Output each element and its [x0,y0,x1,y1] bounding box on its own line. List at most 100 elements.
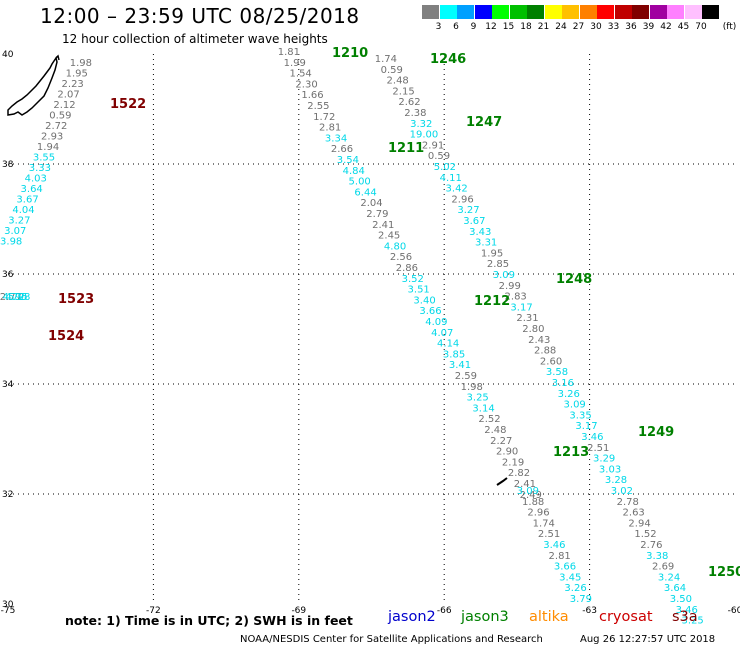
wave-height-value: 3.98 [0,237,22,248]
pass-label: 1523 [58,292,94,307]
wave-height-value: 3.03 [599,464,621,475]
wave-height-value: 3.40 [413,295,435,306]
wave-height-value: 3.54 [337,155,359,166]
wave-height-value: 3.17 [510,302,532,313]
legend-label: 18 [520,22,532,32]
wave-height-value: 2.15 [392,86,414,97]
wave-height-value: 0.59 [381,65,403,76]
wave-height-value: 2.86 [396,263,418,274]
wave-height-value: 3.32 [410,119,432,130]
wave-height-value: 1.94 [37,142,59,153]
wave-height-value: 3.16 [552,378,574,389]
lat-tick-label: 36 [2,270,14,280]
lon-tick-label: -69 [291,606,306,616]
wave-height-value: 2.72 [45,121,67,132]
page-title: 12:00 – 23:59 UTC 08/25/2018 [40,4,360,28]
wave-height-value: 2.69 [652,562,674,573]
wave-height-value: 2.79 [366,209,388,220]
wave-height-value: 3.85 [443,349,465,360]
wave-height-value: 2.45 [378,231,400,242]
wave-height-value: 0.59 [428,151,450,162]
lon-tick-label: -75 [1,606,16,616]
wave-height-value: 3.38 [646,551,668,562]
wave-height-value: 3.50 [670,594,692,605]
wave-height-value: 2.96 [451,194,473,205]
wave-height-value: 2.99 [499,281,521,292]
legend-label: 9 [470,22,477,32]
wave-height-value: 2.59 [455,371,477,382]
wave-height-value: 4.04 [12,205,34,216]
wave-height-value: 3.55 [33,153,55,164]
wave-height-value: 3.24 [658,572,680,583]
wave-height-value: 2.23 [62,79,84,90]
mission-jason2: jason2 [388,609,436,625]
page-subtitle: 12 hour collection of altimeter wave hei… [62,32,328,46]
legend-swatch [474,5,492,19]
wave-height-value: 2.82 [508,468,530,479]
pass-label: 1248 [556,272,592,287]
pass-label: 1249 [638,425,674,440]
legend-label: 15 [502,22,515,32]
legend-swatch [562,5,579,19]
wave-height-value: 5.00 [349,177,371,188]
legend-label: 27 [572,22,585,32]
legend-swatch [632,5,649,19]
wave-height-value: 4.14 [437,339,459,350]
wave-height-value: 2.78 [617,497,639,508]
wave-height-value: 3.52 [402,274,424,285]
wave-height-value: 3.64 [21,184,43,195]
mission-s3a: s3a [672,609,698,625]
wave-height-value: 2.27 [490,436,512,447]
wave-height-value: 4.95 [5,292,27,303]
legend-label: 3 [435,22,442,32]
wave-height-value: 4.84 [343,166,365,177]
legend-swatch [667,5,684,19]
lon-tick-label: -72 [146,606,161,616]
wave-height-value: 3.66 [419,306,441,317]
wave-height-value: 3.07 [4,226,26,237]
timestamp: Aug 26 12:27:57 UTC 2018 [580,634,716,645]
wave-height-value: 3.02 [611,486,633,497]
legend-swatch [702,5,719,19]
pass-label: 1210 [332,46,368,61]
wave-height-value: 1.66 [301,90,323,101]
wave-height-value: 2.19 [502,457,524,468]
wave-height-value: 3.27 [8,216,30,227]
legend-swatch [544,5,562,19]
wave-height-value: 3.09 [517,486,539,497]
wave-height-value: 3.51 [408,285,430,296]
wave-height-value: 5.98 [8,292,30,303]
legend-label: 39 [642,22,655,32]
wave-height-value: 1.81 [278,47,300,58]
wave-height-value: 1.72 [313,112,335,123]
wave-height-value: 2.48 [484,425,506,436]
wave-height-value: 19.00 [410,130,439,141]
legend-label: 30 [590,22,602,32]
legend-label: 42 [660,22,672,32]
wave-height-value: 3.31 [475,238,497,249]
lat-tick-label: 32 [2,490,13,500]
wave-height-value: 3.17 [575,421,597,432]
legend-swatch [457,5,474,19]
wave-height-value: 3.43 [469,227,491,238]
wave-height-value: 4.80 [384,241,406,252]
legend-swatch [649,5,667,19]
lat-tick-label: 40 [2,50,14,60]
lon-tick-label: -63 [582,606,597,616]
wave-height-value: 4.09 [425,317,447,328]
pass-label: 1250 [708,565,740,580]
wave-height-value: 2.83 [505,292,527,303]
wave-height-value: 2.30 [295,79,317,90]
wave-height-value: 1.95 [66,69,88,80]
wave-height-value: 2.56 [390,252,412,263]
wave-height-value: 3.41 [449,360,471,371]
pass-label: 1247 [466,115,502,130]
wave-height-value: 1.88 [522,497,544,508]
pass-label: 1211 [388,141,424,156]
lon-tick-label: -60 [728,606,740,616]
wave-height-value: 4.11 [440,173,462,184]
wave-height-value: 2.76 [640,540,662,551]
wave-height-value: 3.26 [558,389,580,400]
legend-swatch [422,5,439,19]
wave-height-value: 2.90 [496,447,518,458]
